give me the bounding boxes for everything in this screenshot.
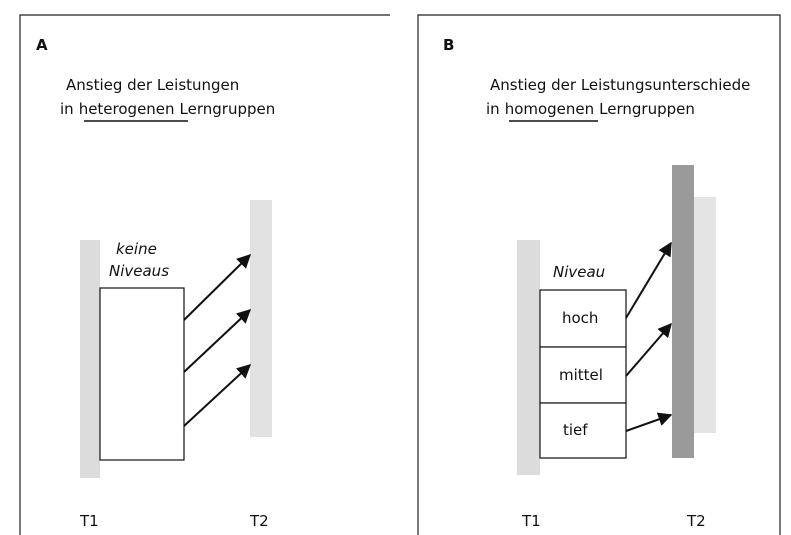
arrow — [625, 241, 672, 319]
t1-bar — [517, 240, 540, 475]
group-label: keine — [116, 240, 157, 258]
title-underlined: heterogenen — [79, 100, 175, 118]
title-underlined: homogenen — [505, 100, 594, 118]
level-label: mittel — [559, 366, 603, 384]
panel-a: A Anstieg der Leistungen in heterogenen Le… — [19, 14, 390, 535]
group-label: Niveau — [553, 263, 605, 281]
panel-border — [417, 14, 781, 535]
level-label: hoch — [562, 309, 598, 327]
panel-label: B — [443, 36, 454, 54]
title-text: in — [60, 100, 74, 118]
time-label: T1 — [79, 512, 99, 530]
arrow — [183, 364, 252, 427]
level-box — [539, 402, 627, 459]
panel-label: A — [36, 36, 48, 54]
time-label: T2 — [249, 512, 269, 530]
arrow — [625, 412, 673, 432]
arrow — [183, 309, 252, 373]
arrow — [625, 322, 672, 377]
title-line: Anstieg der Leistungen — [66, 76, 239, 94]
arrow — [183, 254, 251, 321]
t2-bar-light — [694, 197, 716, 433]
panel-border — [19, 14, 390, 535]
t2-bar — [250, 200, 272, 437]
time-label: T2 — [686, 512, 706, 530]
title-line: Anstieg der Leistungsunterschiede — [490, 76, 750, 94]
group-label: Niveaus — [109, 262, 169, 280]
title-text: in — [486, 100, 500, 118]
level-box — [539, 289, 627, 348]
group-box — [99, 287, 185, 461]
title-line: in homogenen Lerngruppen — [486, 100, 695, 118]
time-label: T1 — [521, 512, 541, 530]
t2-bar-dark — [672, 165, 694, 458]
title-text: Lerngruppen — [599, 100, 695, 118]
title-text: Lerngruppen — [180, 100, 276, 118]
t1-bar — [80, 240, 100, 478]
panel-b: B Anstieg der Leistungsunterschiede in ho… — [417, 14, 781, 535]
level-label: tief — [563, 421, 588, 439]
title-line: in heterogenen Lerngruppen — [60, 100, 275, 118]
